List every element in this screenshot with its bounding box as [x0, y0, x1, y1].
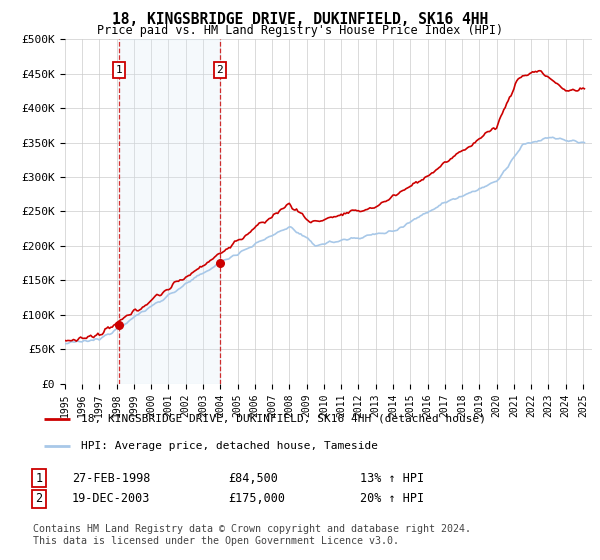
Text: HPI: Average price, detached house, Tameside: HPI: Average price, detached house, Tame…	[81, 441, 378, 451]
Text: 1: 1	[35, 472, 43, 484]
Text: Price paid vs. HM Land Registry's House Price Index (HPI): Price paid vs. HM Land Registry's House …	[97, 24, 503, 36]
Bar	[119, 39, 220, 384]
Text: 13% ↑ HPI: 13% ↑ HPI	[360, 472, 424, 484]
Text: 2: 2	[217, 65, 223, 75]
Text: £175,000: £175,000	[228, 492, 285, 506]
Text: Contains HM Land Registry data © Crown copyright and database right 2024.
This d: Contains HM Land Registry data © Crown c…	[33, 524, 471, 546]
Text: 19-DEC-2003: 19-DEC-2003	[72, 492, 151, 506]
Text: 1: 1	[116, 65, 122, 75]
Text: £84,500: £84,500	[228, 472, 278, 484]
Text: 20% ↑ HPI: 20% ↑ HPI	[360, 492, 424, 506]
Text: 18, KINGSBRIDGE DRIVE, DUKINFIELD, SK16 4HH (detached house): 18, KINGSBRIDGE DRIVE, DUKINFIELD, SK16 …	[81, 414, 486, 424]
Text: 27-FEB-1998: 27-FEB-1998	[72, 472, 151, 484]
Text: 18, KINGSBRIDGE DRIVE, DUKINFIELD, SK16 4HH: 18, KINGSBRIDGE DRIVE, DUKINFIELD, SK16 …	[112, 12, 488, 27]
Text: 2: 2	[35, 492, 43, 506]
